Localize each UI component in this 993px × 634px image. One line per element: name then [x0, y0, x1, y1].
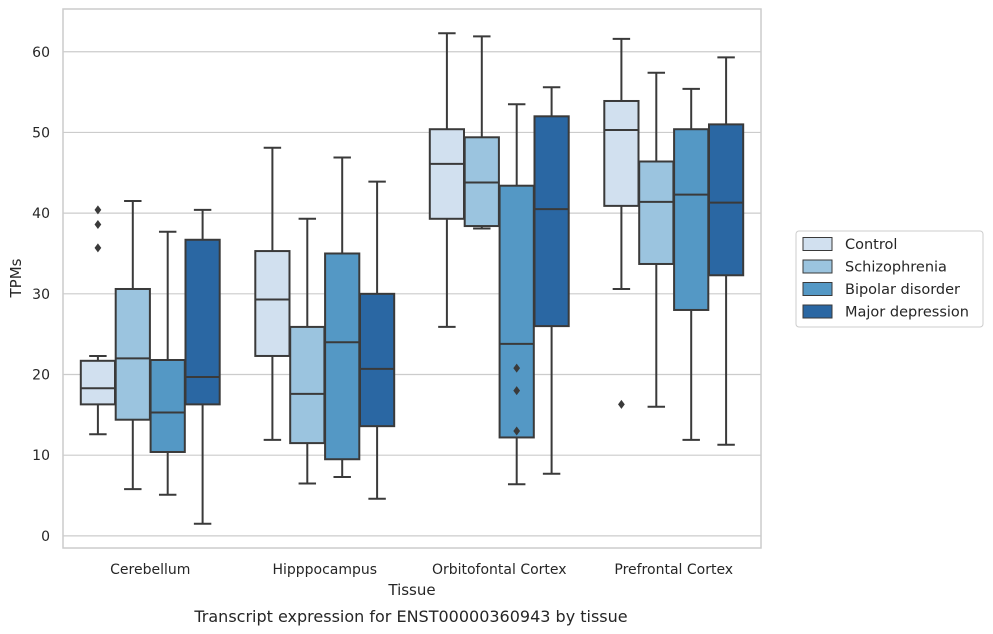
iqr-box — [533, 115, 570, 328]
iqr-box — [673, 128, 710, 311]
y-tick-label: 40 — [32, 206, 50, 222]
iqr-box — [114, 287, 151, 421]
y-tick-label: 30 — [32, 287, 50, 303]
iqr-box — [254, 250, 291, 357]
legend-label: Schizophrenia — [845, 260, 947, 276]
y-tick-label: 10 — [32, 448, 50, 464]
iqr-box — [184, 238, 221, 406]
x-tick-label: Cerebellum — [110, 562, 190, 578]
box-control — [603, 37, 640, 409]
box-control — [428, 32, 466, 328]
box-major-depression — [533, 86, 570, 475]
box-bipolar-disorder — [324, 156, 361, 478]
outlier-point — [94, 219, 102, 229]
y-tick-label: 50 — [32, 125, 50, 141]
box-major-depression — [358, 180, 396, 500]
legend-label: Major depression — [845, 305, 969, 321]
y-axis-label: TPMs — [7, 258, 25, 298]
legend-swatch — [802, 237, 833, 251]
legend-label: Control — [845, 237, 897, 253]
outlier-point — [618, 399, 625, 409]
legend-label: Bipolar disorder — [845, 282, 960, 298]
y-axis-ticks: 0 10 20 30 40 50 60 — [32, 45, 50, 545]
box-schizophrenia — [289, 217, 326, 485]
iqr-box — [428, 128, 466, 220]
outlier-point — [513, 426, 521, 436]
outlier-point — [513, 363, 521, 373]
box-major-depression — [707, 56, 745, 446]
iqr-box — [289, 325, 326, 445]
x-axis-label: Tissue — [387, 581, 435, 599]
iqr-box — [358, 292, 396, 428]
iqr-box — [149, 358, 186, 453]
y-tick-label: 20 — [32, 368, 50, 384]
legend-swatch — [802, 259, 833, 274]
box-schizophrenia — [114, 200, 151, 491]
y-tick-label: 0 — [41, 529, 50, 545]
legend-frame — [795, 230, 984, 328]
box-control — [254, 146, 291, 441]
outlier-point — [94, 205, 102, 215]
legend-swatch — [802, 304, 833, 319]
legend: Control Schizophrenia Bipolar disorder Majo… — [795, 230, 984, 328]
chart-caption: Transcript expression for ENST0000036094… — [193, 607, 627, 626]
iqr-box — [324, 252, 361, 461]
plot-frame — [62, 8, 762, 549]
plot-area — [63, 9, 761, 548]
box-schizophrenia — [463, 35, 500, 230]
box-bipolar-disorder — [498, 103, 535, 486]
box-schizophrenia — [638, 71, 675, 408]
iqr-box — [79, 359, 117, 406]
iqr-box — [638, 160, 675, 265]
legend-swatch — [802, 282, 833, 296]
iqr-box — [707, 123, 745, 277]
x-tick-label: Prefrontal Cortex — [614, 562, 733, 578]
x-tick-label: Hipppocampus — [272, 562, 377, 578]
outlier-point — [94, 243, 102, 253]
box-bipolar-disorder — [149, 230, 186, 496]
outlier-point — [513, 386, 521, 396]
box-major-depression — [184, 208, 221, 525]
y-tick-label: 60 — [32, 45, 50, 61]
x-axis-ticks: Cerebellum Hipppocampus Orbitofontal Corte… — [110, 562, 733, 578]
x-tick-label: Orbitofontal Cortex — [432, 562, 567, 578]
box-series-group — [79, 32, 745, 525]
iqr-box — [498, 184, 535, 439]
iqr-box — [603, 99, 640, 207]
